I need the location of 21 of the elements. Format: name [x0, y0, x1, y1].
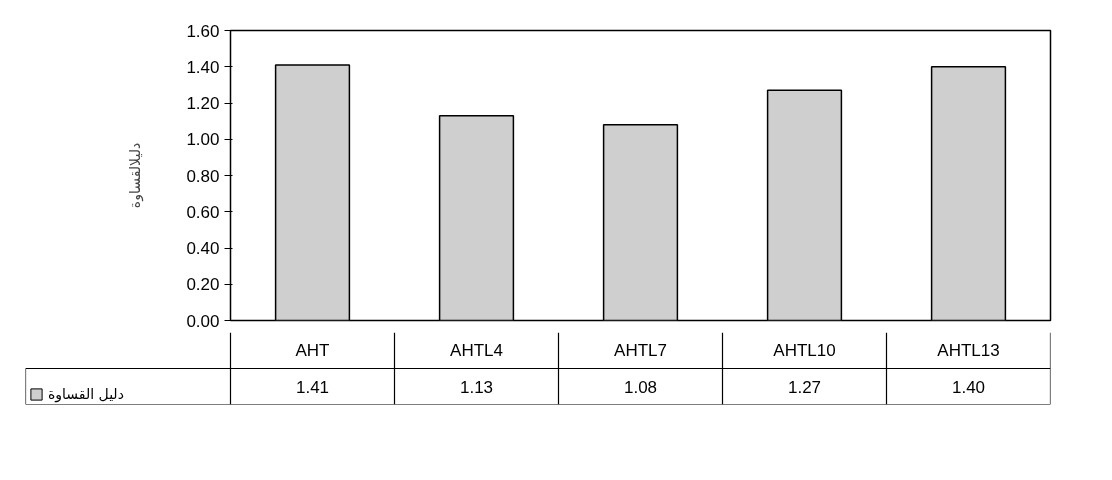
data-label: 1.08 [623, 377, 658, 397]
y-tick-label: 0.20 [186, 275, 220, 295]
y-tick-label: 0.40 [186, 239, 220, 258]
x-tick-label: AHTL10 [773, 341, 836, 360]
y-tick-label: 0.00 [186, 311, 220, 331]
y-tick-label: 0.60 [186, 202, 220, 222]
y-tick-label: 1.00 [186, 130, 220, 150]
legend-label: دليل القساوة [48, 386, 124, 402]
x-tick-label: AHT [295, 341, 330, 360]
x-tick-label: AHTL7 [614, 341, 667, 360]
y-tick-label: 1.20 [186, 94, 220, 113]
y-axis-title: دليلالقساوة [127, 142, 145, 209]
data-label: 1.41 [295, 377, 330, 397]
x-tick-label: AHTL13 [937, 341, 1000, 360]
y-tick-label: 1.60 [186, 21, 220, 41]
data-label: 1.13 [459, 377, 494, 397]
data-label: 1.27 [787, 377, 822, 397]
y-tick-label: 1.40 [186, 57, 220, 77]
x-tick-label: AHTL4 [450, 341, 503, 360]
y-tick-label: 0.80 [186, 166, 220, 186]
data-label: 1.40 [951, 377, 986, 397]
